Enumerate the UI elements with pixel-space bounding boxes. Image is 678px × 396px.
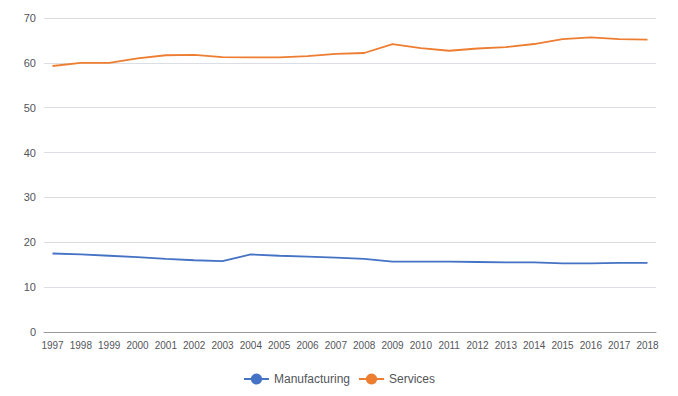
svg-text:2005: 2005 <box>268 340 291 351</box>
svg-text:2001: 2001 <box>155 340 178 351</box>
svg-text:10: 10 <box>24 281 36 293</box>
svg-text:Manufacturing: Manufacturing <box>274 372 350 386</box>
svg-text:2003: 2003 <box>211 340 234 351</box>
svg-text:2012: 2012 <box>466 340 489 351</box>
svg-text:2004: 2004 <box>240 340 263 351</box>
svg-text:2016: 2016 <box>580 340 603 351</box>
svg-text:60: 60 <box>24 57 36 69</box>
svg-text:2007: 2007 <box>325 340 348 351</box>
svg-text:1999: 1999 <box>98 340 121 351</box>
svg-text:2008: 2008 <box>353 340 376 351</box>
svg-text:2018: 2018 <box>636 340 659 351</box>
svg-text:20: 20 <box>24 236 36 248</box>
svg-text:2014: 2014 <box>523 340 546 351</box>
svg-text:2011: 2011 <box>438 340 460 351</box>
svg-text:Services: Services <box>389 372 435 386</box>
svg-text:30: 30 <box>24 191 36 203</box>
svg-text:70: 70 <box>24 12 36 24</box>
svg-text:50: 50 <box>24 102 36 114</box>
svg-text:2000: 2000 <box>126 340 149 351</box>
svg-text:2009: 2009 <box>381 340 404 351</box>
svg-text:2006: 2006 <box>296 340 319 351</box>
svg-text:0: 0 <box>30 326 36 338</box>
svg-text:2010: 2010 <box>410 340 433 351</box>
svg-text:1997: 1997 <box>41 340 64 351</box>
svg-text:2015: 2015 <box>551 340 574 351</box>
svg-text:40: 40 <box>24 147 36 159</box>
svg-text:1998: 1998 <box>70 340 93 351</box>
svg-text:2002: 2002 <box>183 340 206 351</box>
svg-text:2017: 2017 <box>608 340 631 351</box>
svg-text:2013: 2013 <box>495 340 518 351</box>
